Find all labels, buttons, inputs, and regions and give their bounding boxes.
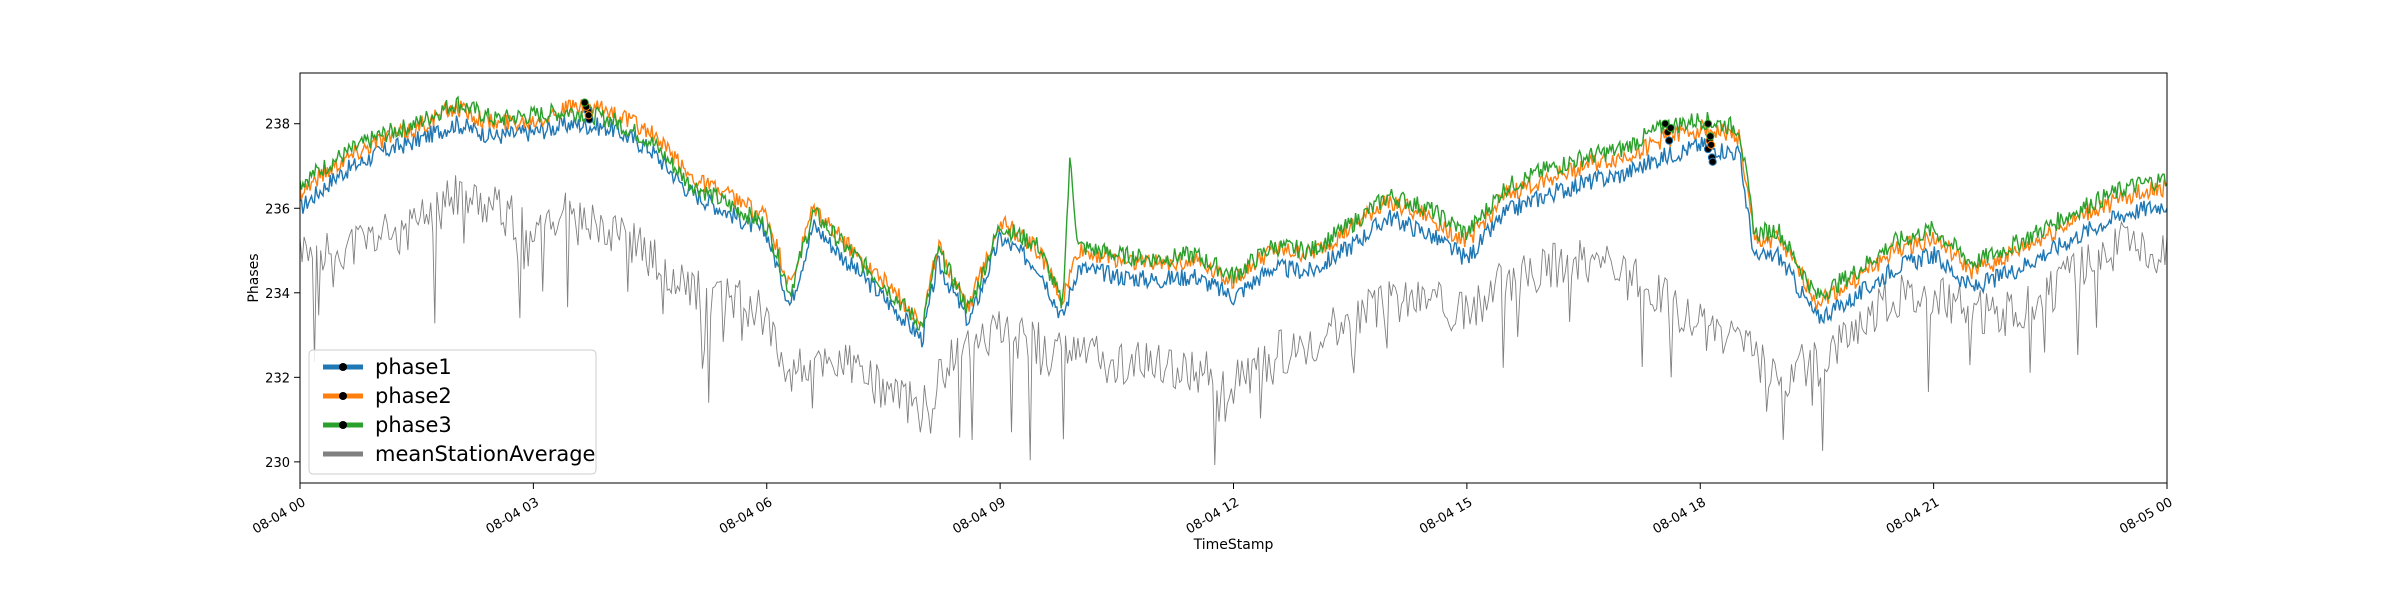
y-tick-label: 232 bbox=[265, 371, 290, 386]
x-axis: 08-04 00 08-04 03 08-04 06 08-04 09 08-04 12… bbox=[250, 483, 2175, 537]
legend-label: phase2 bbox=[375, 384, 452, 408]
series-line-phase2 bbox=[300, 98, 2167, 327]
legend-label: phase1 bbox=[375, 355, 452, 379]
legend-marker bbox=[339, 363, 347, 371]
legend-item-phase1: phase1 bbox=[323, 355, 452, 379]
data-point-phase3 bbox=[1706, 132, 1715, 141]
data-point-phase3 bbox=[1661, 119, 1670, 128]
x-tick-label: 08-05 00 bbox=[2117, 495, 2175, 537]
legend-item-phase2: phase2 bbox=[323, 384, 452, 408]
legend-label: phase3 bbox=[375, 413, 452, 437]
series-line-phase3 bbox=[300, 95, 2167, 331]
data-point-phase2 bbox=[1707, 140, 1716, 149]
y-tick-label: 234 bbox=[265, 287, 290, 302]
data-point-phase1 bbox=[1665, 136, 1674, 145]
y-tick-label: 238 bbox=[265, 118, 290, 133]
x-axis-label: TimeStamp bbox=[1193, 537, 1274, 553]
legend-label: meanStationAverage bbox=[375, 442, 595, 466]
x-tick-label: 08-04 00 bbox=[250, 495, 308, 537]
marker-layer bbox=[580, 98, 1717, 166]
series-line-phase1 bbox=[300, 115, 2167, 348]
x-tick-label: 08-04 18 bbox=[1651, 495, 1709, 537]
x-tick-label: 08-04 06 bbox=[717, 495, 775, 537]
x-tick-label: 08-04 15 bbox=[1417, 495, 1475, 537]
y-axis-label: Phases bbox=[246, 253, 262, 302]
legend-item-phase3: phase3 bbox=[323, 413, 452, 437]
data-point-phase3 bbox=[1703, 119, 1713, 128]
legend-box bbox=[308, 349, 597, 475]
y-axis: 230 232 234 236 238 bbox=[265, 118, 300, 471]
x-tick-label: 08-04 03 bbox=[484, 495, 542, 537]
series-layer bbox=[300, 95, 2167, 466]
x-tick-label: 08-04 21 bbox=[1884, 495, 1942, 537]
data-point-phase3 bbox=[580, 98, 589, 107]
y-tick-label: 230 bbox=[265, 456, 290, 471]
x-tick-label: 08-04 12 bbox=[1184, 495, 1242, 537]
data-point-phase1 bbox=[1708, 157, 1717, 166]
data-point-phase3 bbox=[1666, 123, 1675, 133]
series-line-meanStationAverage bbox=[300, 175, 2167, 466]
legend-marker bbox=[339, 421, 347, 429]
data-point-phase2 bbox=[584, 111, 593, 120]
plot-area bbox=[299, 72, 2168, 484]
legend: phase1 phase2 phase3 meanStationAverage bbox=[308, 349, 597, 475]
x-tick-label: 08-04 09 bbox=[950, 495, 1008, 537]
legend-item-meanStationAverage: meanStationAverage bbox=[323, 442, 595, 466]
y-tick-label: 236 bbox=[265, 202, 290, 217]
legend-marker bbox=[339, 392, 347, 400]
